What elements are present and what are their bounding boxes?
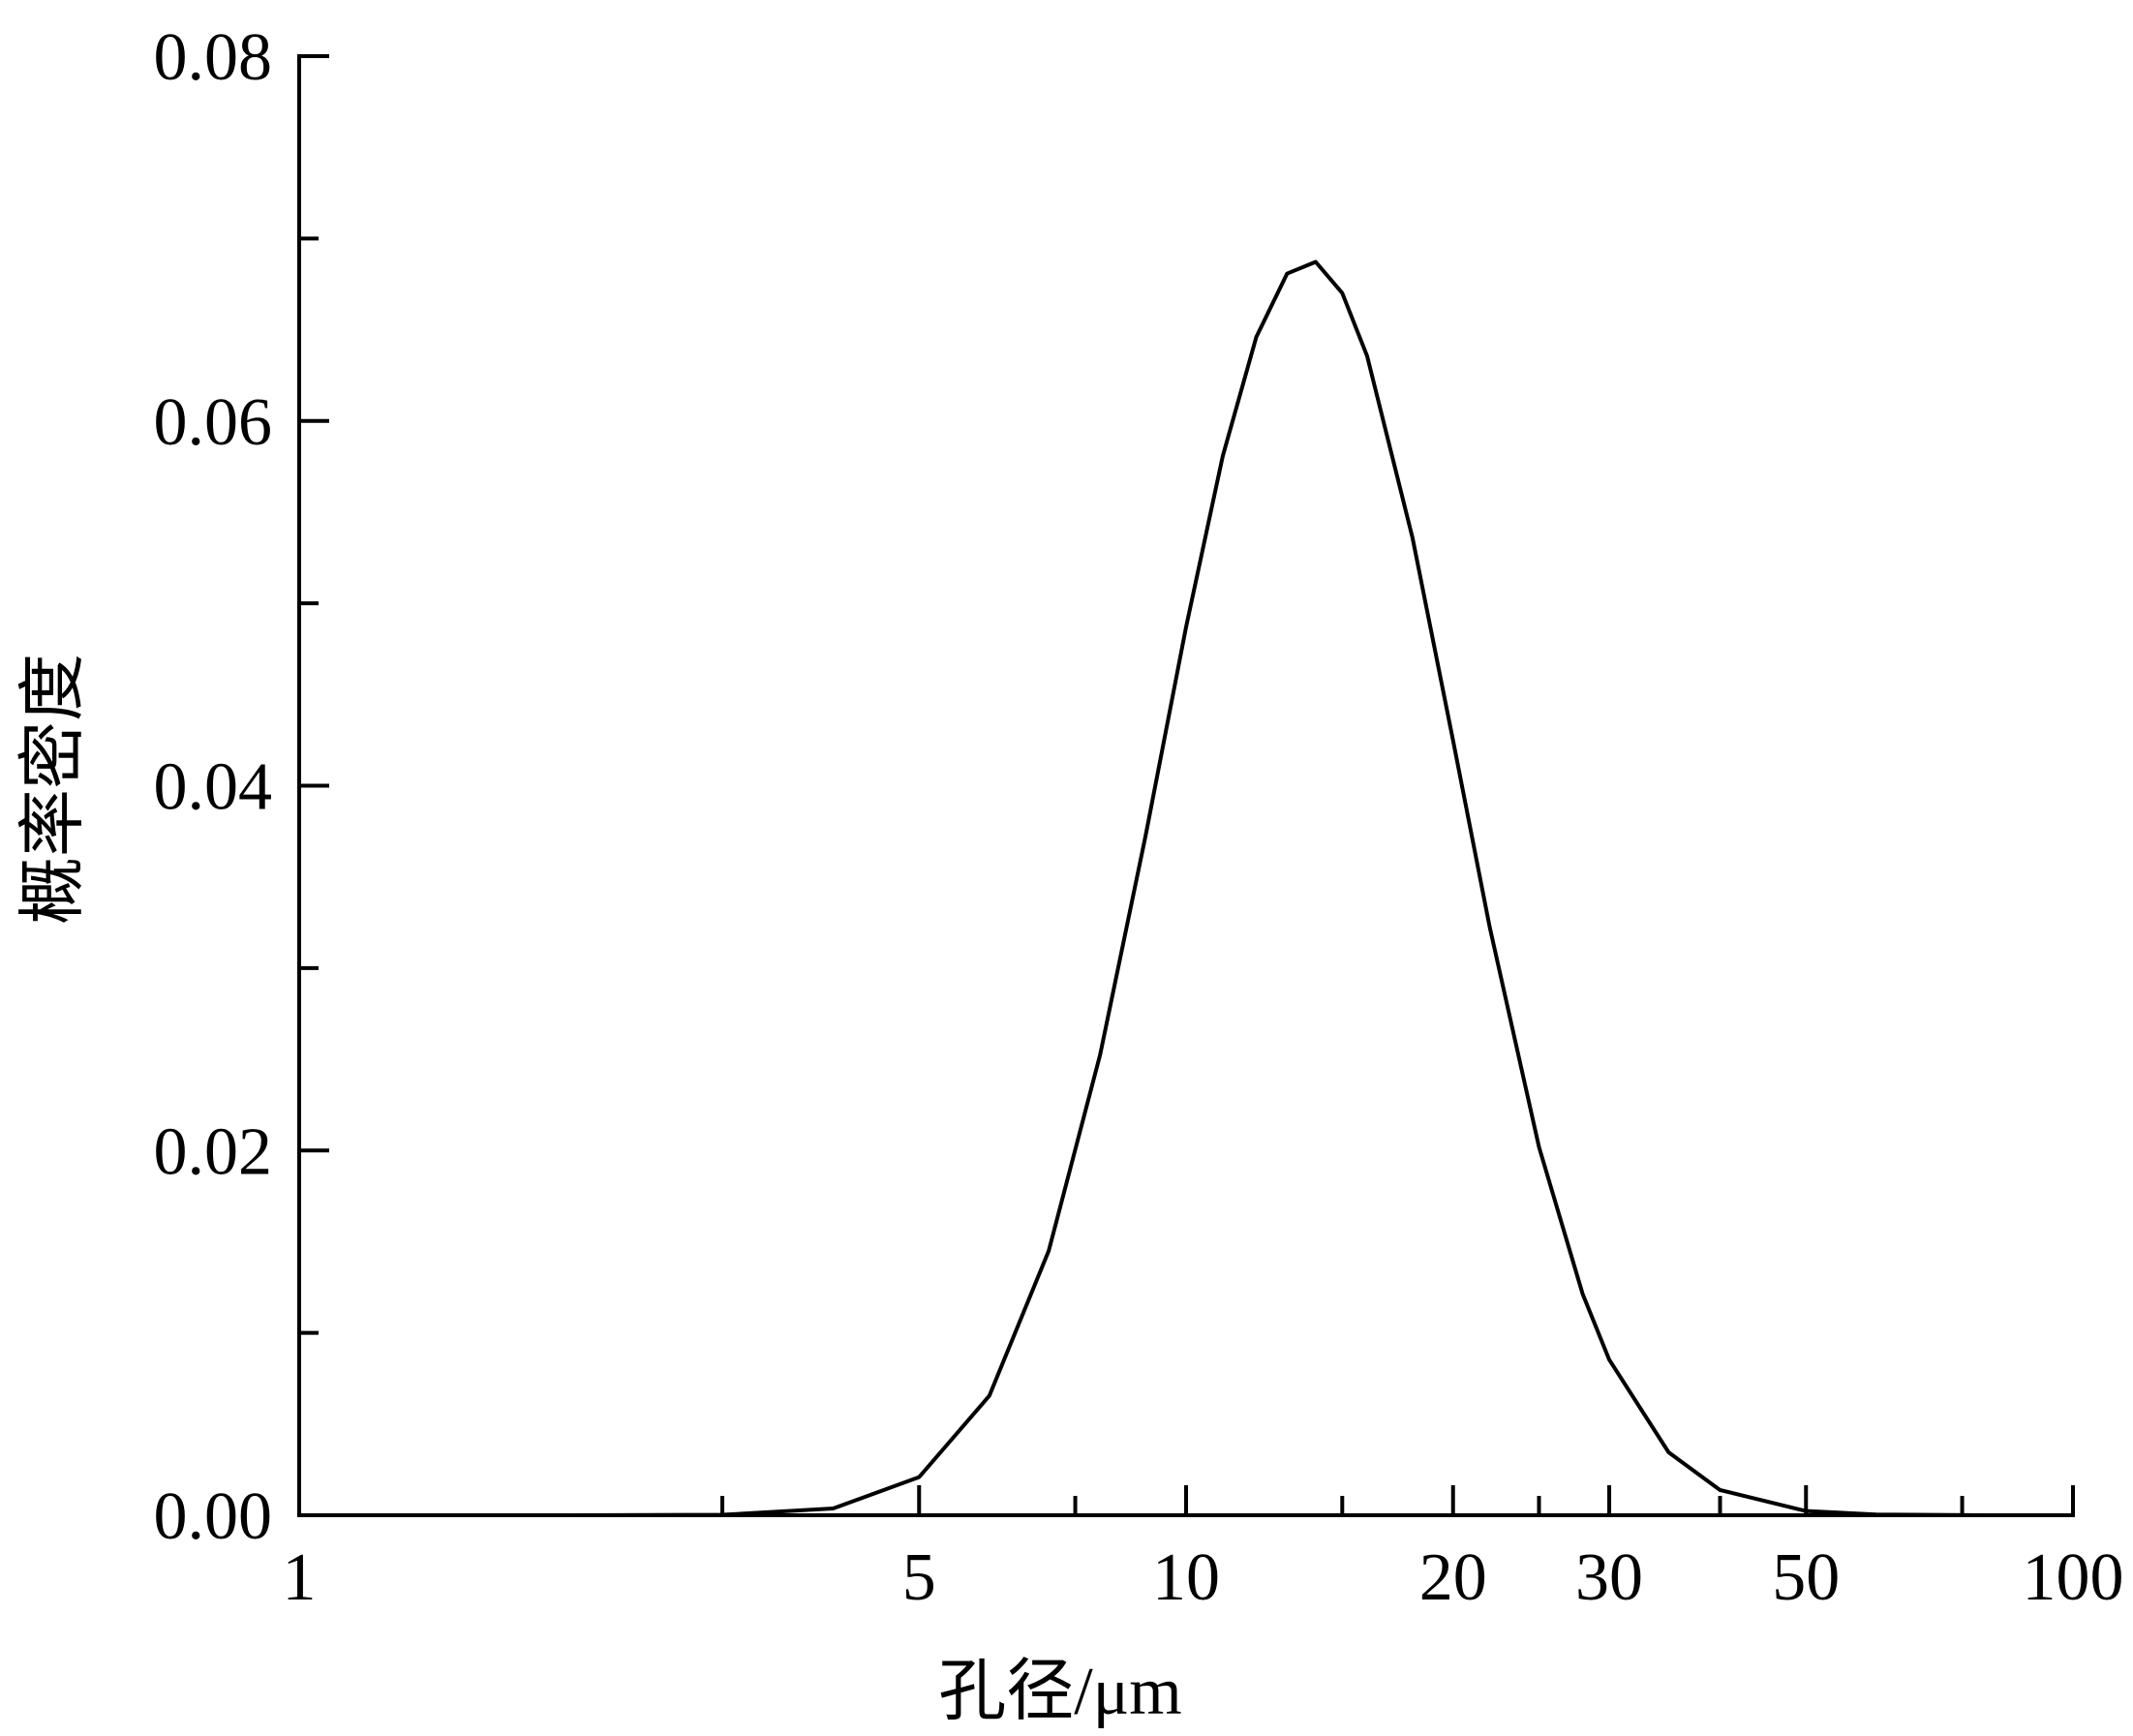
y-tick-label: 0.06 — [154, 385, 273, 460]
y-tick-label: 0.00 — [154, 1479, 273, 1554]
x-tick-label: 5 — [902, 1540, 936, 1615]
x-tick-label: 10 — [1152, 1540, 1220, 1615]
x-tick-label: 20 — [1419, 1540, 1487, 1615]
y-tick-label: 0.04 — [154, 750, 273, 825]
y-axis-label: 概率密度 — [16, 654, 91, 925]
x-axis-label: 孔径/μm — [938, 1655, 1181, 1729]
line-series — [299, 259, 2073, 1517]
x-tick-label: 30 — [1575, 1540, 1643, 1615]
x-tick-label: 1 — [283, 1540, 317, 1615]
x-tick-label: 50 — [1772, 1540, 1840, 1615]
x-tick-label: 100 — [2023, 1540, 2124, 1615]
y-tick-label: 0.08 — [154, 20, 273, 95]
y-tick-label: 0.02 — [154, 1114, 273, 1189]
